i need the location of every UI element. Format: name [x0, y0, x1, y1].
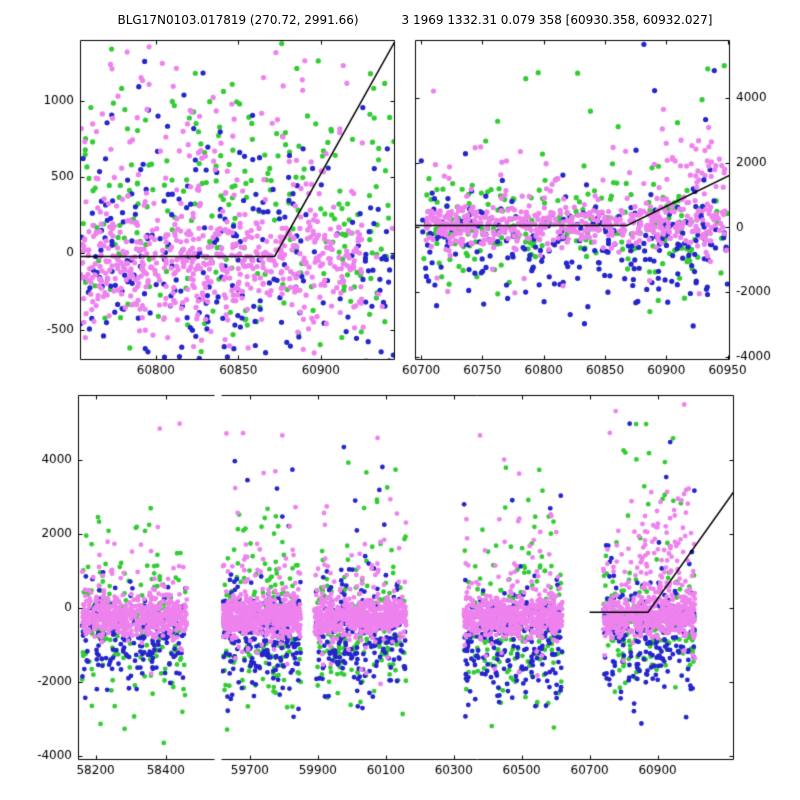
panel-title-right: 3 1969 1332.31 0.079 358 [60930.358, 609…	[401, 13, 713, 27]
panel-title-left: BLG17N0103.017819 (270.72, 2991.66)	[117, 13, 359, 27]
